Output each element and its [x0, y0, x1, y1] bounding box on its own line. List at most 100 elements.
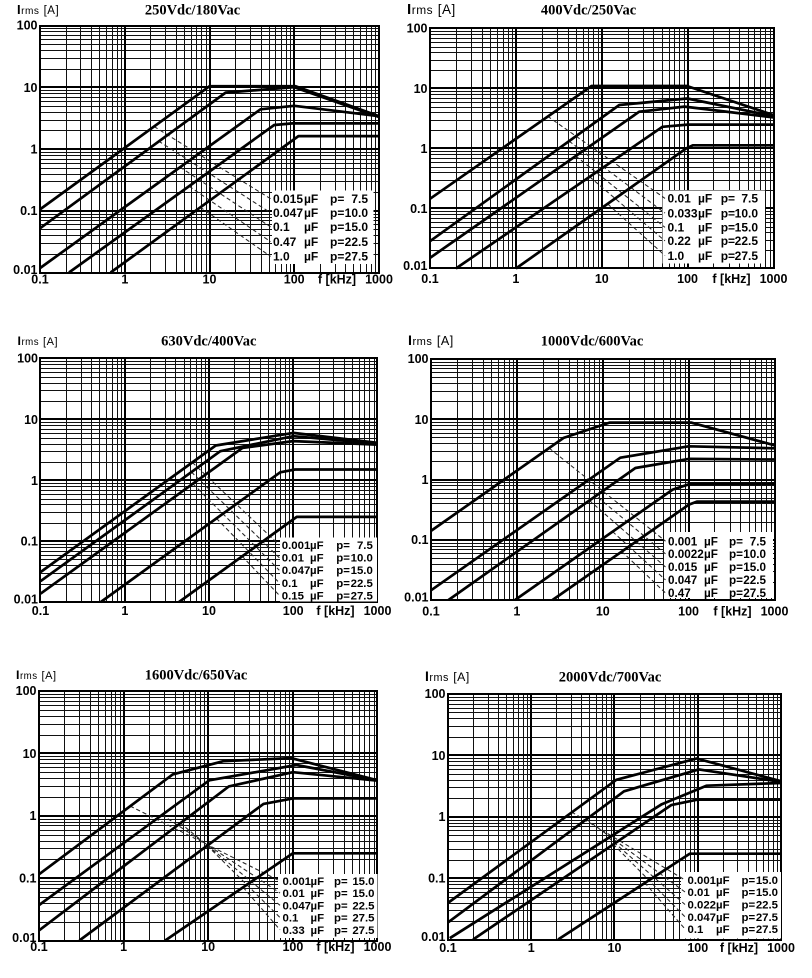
svg-text:p=: p= [334, 913, 348, 925]
svg-text:0.1: 0.1 [282, 578, 298, 590]
svg-text:27.5: 27.5 [756, 924, 779, 936]
svg-text:µF: µF [310, 590, 324, 602]
svg-text:22.5: 22.5 [735, 234, 759, 248]
svg-text:µF: µF [304, 206, 318, 220]
svg-text:100: 100 [283, 604, 304, 618]
svg-text:0.01: 0.01 [13, 263, 37, 277]
svg-text:0.01: 0.01 [404, 591, 428, 605]
svg-text:µF: µF [698, 249, 712, 263]
svg-text:10.0: 10.0 [743, 548, 766, 561]
svg-text:0.1: 0.1 [21, 535, 38, 549]
svg-text:0.015: 0.015 [668, 561, 698, 574]
svg-text:0.1: 0.1 [20, 204, 37, 218]
svg-text:1000Vdc/600Vac: 1000Vdc/600Vac [541, 334, 644, 350]
svg-text:1: 1 [422, 473, 429, 487]
svg-text:7.5: 7.5 [357, 540, 373, 552]
svg-text:1: 1 [30, 809, 37, 823]
svg-text:1000: 1000 [761, 605, 789, 619]
svg-text:100: 100 [407, 22, 428, 36]
svg-text:10.0: 10.0 [351, 553, 373, 565]
svg-text:100: 100 [678, 605, 699, 619]
svg-text:0.0022: 0.0022 [668, 548, 704, 561]
svg-text:0.1: 0.1 [422, 605, 439, 619]
svg-text:15.0: 15.0 [735, 221, 759, 235]
svg-text:630Vdc/400Vac: 630Vdc/400Vac [161, 334, 257, 350]
svg-text:10: 10 [595, 272, 609, 286]
svg-text:27.5: 27.5 [352, 925, 375, 937]
svg-text:10: 10 [596, 605, 610, 619]
svg-text:1000: 1000 [365, 273, 393, 287]
svg-text:15.0: 15.0 [743, 561, 766, 574]
svg-text:7.5: 7.5 [351, 192, 368, 206]
svg-text:0.1: 0.1 [428, 872, 445, 886]
svg-text:p=: p= [334, 876, 348, 888]
svg-text:p=: p= [729, 561, 743, 574]
svg-text:0.001: 0.001 [688, 875, 717, 887]
svg-text:p=: p= [742, 875, 756, 887]
svg-text:p=: p= [330, 206, 344, 220]
svg-text:Irms [A]: Irms [A] [407, 1, 456, 18]
svg-text:0.033: 0.033 [668, 206, 698, 220]
svg-text:Irms [A]: Irms [A] [408, 333, 454, 349]
svg-text:0.01: 0.01 [12, 931, 36, 945]
svg-text:1: 1 [31, 143, 38, 157]
svg-text:0.33: 0.33 [283, 925, 305, 937]
svg-text:100: 100 [677, 272, 698, 286]
svg-text:p=: p= [742, 900, 756, 912]
svg-text:0.001: 0.001 [282, 540, 311, 552]
svg-text:Irms [A]: Irms [A] [18, 334, 59, 348]
svg-text:µF: µF [310, 565, 324, 577]
svg-text:1: 1 [121, 273, 128, 287]
svg-text:27.5: 27.5 [756, 912, 779, 924]
svg-text:µF: µF [310, 578, 324, 590]
svg-text:p=: p= [721, 206, 735, 220]
svg-text:15.0: 15.0 [352, 888, 374, 900]
svg-text:µF: µF [304, 192, 318, 206]
svg-text:µF: µF [698, 221, 712, 235]
svg-text:0.01: 0.01 [668, 192, 692, 206]
svg-text:f [kHz]: f [kHz] [720, 941, 758, 955]
svg-text:1000: 1000 [364, 604, 392, 618]
svg-text:0.1: 0.1 [411, 533, 428, 547]
svg-text:1: 1 [528, 941, 535, 955]
svg-text:10: 10 [202, 604, 216, 618]
svg-text:10: 10 [415, 413, 429, 427]
svg-text:µF: µF [304, 220, 318, 234]
svg-text:1: 1 [421, 142, 428, 156]
svg-text:1: 1 [120, 940, 127, 954]
svg-text:0.1: 0.1 [688, 924, 704, 936]
svg-text:f [kHz]: f [kHz] [316, 604, 354, 618]
svg-text:0.01: 0.01 [421, 930, 445, 944]
svg-text:10: 10 [608, 941, 622, 955]
svg-text:p=: p= [721, 221, 735, 235]
svg-text:0.047: 0.047 [688, 912, 717, 924]
svg-text:µF: µF [311, 888, 325, 900]
svg-text:15.0: 15.0 [345, 220, 369, 234]
svg-text:10: 10 [23, 747, 37, 761]
svg-text:p=: p= [336, 540, 350, 552]
svg-text:100: 100 [17, 352, 38, 366]
svg-text:0.047: 0.047 [283, 900, 312, 912]
svg-text:100: 100 [408, 352, 429, 366]
svg-text:Irms [A]: Irms [A] [16, 668, 57, 682]
svg-text:22.5: 22.5 [345, 235, 369, 249]
svg-text:0.01: 0.01 [14, 593, 38, 607]
svg-text:27.5: 27.5 [352, 913, 375, 925]
svg-text:0.15: 0.15 [282, 590, 305, 602]
svg-text:p=: p= [729, 548, 743, 561]
svg-text:1000: 1000 [364, 940, 392, 954]
svg-text:10: 10 [24, 81, 38, 95]
svg-text:p=: p= [721, 192, 735, 206]
svg-text:0.047: 0.047 [273, 206, 303, 220]
svg-text:0.47: 0.47 [668, 587, 691, 600]
svg-text:µF: µF [704, 535, 718, 548]
svg-text:p=: p= [330, 220, 344, 234]
svg-text:1: 1 [512, 272, 519, 286]
svg-text:0.47: 0.47 [273, 235, 297, 249]
svg-text:0.01: 0.01 [282, 553, 305, 565]
svg-text:10: 10 [203, 273, 217, 287]
svg-text:100: 100 [425, 687, 446, 701]
svg-text:0.047: 0.047 [282, 565, 311, 577]
svg-text:p=: p= [729, 535, 743, 548]
svg-text:0.1: 0.1 [283, 913, 299, 925]
